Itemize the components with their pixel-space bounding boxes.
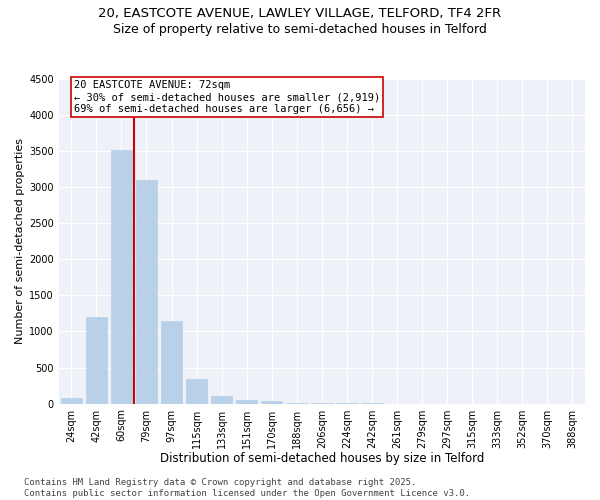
Bar (211, 396, 232, 404)
Text: 20 EASTCOTE AVENUE: 72sqm
← 30% of semi-detached houses are smaller (2,919)
69% : 20 EASTCOTE AVENUE: 72sqm ← 30% of semi-… (74, 80, 380, 114)
Bar (261, 402, 283, 404)
X-axis label: Distribution of semi-detached houses by size in Telford: Distribution of semi-detached houses by … (160, 452, 484, 465)
Bar (236, 400, 257, 404)
Bar (186, 379, 207, 404)
Bar (111, 150, 132, 404)
Bar (136, 180, 157, 404)
Y-axis label: Number of semi-detached properties: Number of semi-detached properties (15, 138, 25, 344)
Bar (61, 398, 82, 404)
Bar (161, 320, 182, 404)
Bar (86, 317, 107, 404)
Bar (286, 402, 307, 404)
Bar (311, 403, 332, 404)
Text: Size of property relative to semi-detached houses in Telford: Size of property relative to semi-detach… (113, 22, 487, 36)
Text: Contains HM Land Registry data © Crown copyright and database right 2025.
Contai: Contains HM Land Registry data © Crown c… (24, 478, 470, 498)
Text: 20, EASTCOTE AVENUE, LAWLEY VILLAGE, TELFORD, TF4 2FR: 20, EASTCOTE AVENUE, LAWLEY VILLAGE, TEL… (98, 8, 502, 20)
